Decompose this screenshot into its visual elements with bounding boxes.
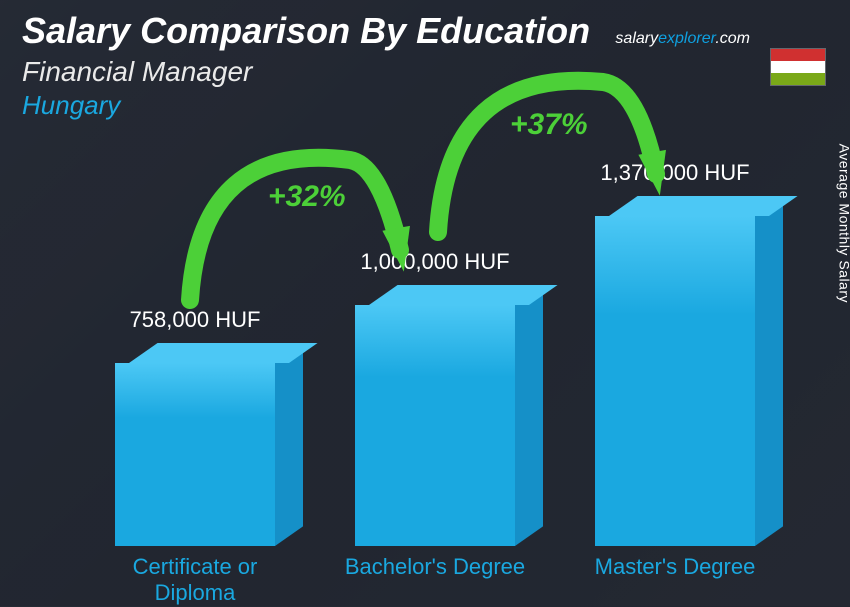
watermark-mid: explorer — [658, 30, 715, 47]
bar-label: Certificate or Diploma — [95, 554, 295, 607]
flag-stripe-0 — [771, 49, 825, 61]
y-axis-label: Average Monthly Salary — [836, 144, 850, 303]
watermark-pre: salary — [615, 30, 658, 47]
flag-stripe-2 — [771, 73, 825, 85]
flag-stripe-1 — [771, 61, 825, 73]
bar-front-face — [115, 363, 275, 546]
watermark-suf: .com — [715, 30, 750, 47]
bar-label: Master's Degree — [575, 554, 775, 580]
bar-label: Bachelor's Degree — [335, 554, 535, 580]
growth-arrow-icon — [398, 62, 698, 282]
bar-side-face — [755, 196, 783, 546]
bar-side-face — [515, 286, 543, 546]
bar-side-face — [275, 344, 303, 546]
watermark: salaryexplorer.com — [615, 30, 750, 48]
growth-percent-label: +32% — [268, 180, 346, 214]
page-title: Salary Comparison By Education — [22, 10, 590, 52]
flag-icon — [770, 48, 826, 86]
growth-percent-label: +37% — [510, 108, 588, 142]
